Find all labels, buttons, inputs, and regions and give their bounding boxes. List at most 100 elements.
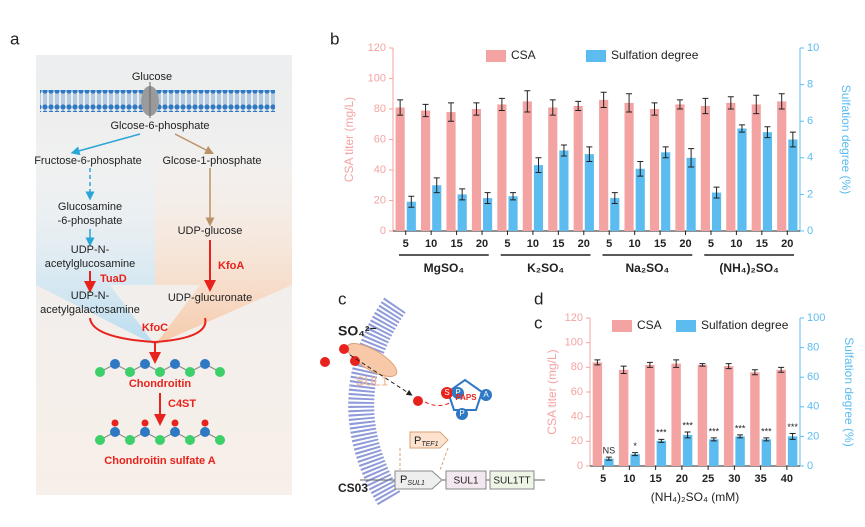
y2-tick-label: 100: [807, 312, 825, 324]
annotation: ***: [709, 426, 720, 436]
metabolite: Chondroitin: [129, 378, 192, 390]
terminator-label: SUL1TT: [493, 476, 530, 487]
bar: [700, 105, 710, 231]
terminator: [489, 470, 535, 490]
bar: [573, 105, 583, 231]
annotation: ***: [682, 420, 693, 430]
x-tick-label: 5: [504, 238, 510, 250]
y-tick-label: 60: [571, 386, 583, 398]
bar: [645, 364, 655, 466]
x-tick-label: 25: [702, 473, 714, 485]
panel-label: c: [534, 313, 543, 332]
error-bar: [600, 91, 607, 108]
error-bar: [763, 437, 770, 442]
gene-label: SUL1: [453, 476, 478, 487]
error-bar: [620, 365, 627, 374]
group-label: K₂SO₄: [527, 261, 564, 275]
y2-tick-label: 60: [807, 371, 819, 383]
bar: [787, 436, 798, 466]
enzyme: KfoC: [142, 322, 168, 334]
y-tick-label: 100: [565, 337, 583, 349]
panel-label: d: [534, 289, 543, 308]
legend-swatch: [676, 320, 696, 332]
metabolite: acetylgalactosamine: [40, 304, 140, 316]
bar: [661, 152, 671, 231]
bar: [610, 198, 620, 231]
ion: [350, 356, 360, 366]
error-bar: [611, 192, 618, 205]
error-bar: [713, 186, 720, 199]
bar: [686, 157, 696, 231]
x-tick-label: 10: [629, 238, 641, 250]
membrane: [348, 297, 406, 507]
error-bar: [699, 363, 706, 367]
error-bar: [646, 361, 653, 368]
error-bar: [524, 90, 531, 113]
y-axis-label: CSA titer (mg/L): [545, 349, 559, 434]
bar: [395, 107, 405, 231]
error-bar: [651, 102, 658, 116]
error-bar: [594, 359, 601, 366]
metabolite: Glcose-1-phosphate: [162, 155, 261, 167]
paps-part: A: [483, 390, 489, 399]
panel-label: b: [330, 29, 339, 48]
x-tick-label: 10: [527, 238, 539, 250]
error-bar: [605, 456, 612, 461]
bar: [548, 107, 558, 231]
y-tick-label: 80: [571, 361, 583, 373]
y2-tick-label: 10: [807, 42, 819, 54]
x-tick-label: 20: [679, 238, 691, 250]
x-tick-label: 35: [755, 473, 767, 485]
y-tick-label: 120: [565, 312, 583, 324]
bar: [446, 112, 456, 231]
flow-arrow: [155, 120, 292, 345]
error-bar: [789, 432, 796, 440]
error-bar: [684, 431, 691, 439]
promoter-label: PTEF1: [414, 435, 439, 448]
y-tick-label: 120: [368, 42, 386, 54]
bar: [762, 132, 773, 231]
x-tick-label: 5: [403, 238, 409, 250]
bar: [761, 439, 772, 466]
promoter-sub: TEF1: [421, 441, 438, 448]
bar: [682, 434, 693, 466]
error-bar: [778, 93, 785, 110]
metabolite: UDP-glucuronate: [168, 292, 252, 304]
bar: [508, 196, 518, 231]
error-bar: [673, 359, 680, 368]
annotation: NS: [603, 445, 616, 455]
bar: [723, 366, 734, 466]
y2-tick-label: 0: [807, 460, 813, 472]
bar: [457, 194, 467, 231]
group-label: (NH₄)₂SO₄: [719, 261, 779, 275]
enzyme: TuaD: [100, 273, 127, 285]
x-tick-label: 30: [728, 473, 740, 485]
enzyme: C4ST: [168, 398, 196, 410]
x-tick-label: 20: [578, 238, 590, 250]
legend-label: Sulfation degree: [701, 318, 789, 332]
x-tick-label: 10: [730, 238, 742, 250]
legend-swatch: [486, 50, 506, 62]
promoter: [409, 431, 449, 449]
bar: [592, 362, 603, 466]
promoter-label: P: [400, 474, 407, 486]
paps-part: S: [444, 388, 449, 397]
error-bar: [560, 144, 567, 157]
x-axis-label: (NH₄)₂SO₄ (mM): [651, 490, 739, 504]
strain-label: CS03: [338, 481, 368, 495]
panel-label: c: [338, 289, 347, 308]
metabolite: UDP-N-: [71, 244, 110, 256]
y-tick-label: 20: [374, 194, 386, 206]
error-bar: [510, 192, 517, 201]
group-label: MgSO₄: [424, 261, 465, 275]
error-bar: [778, 366, 785, 373]
metabolite: -6-phosphate: [58, 215, 123, 227]
bar: [737, 128, 747, 231]
ion: [339, 344, 349, 354]
x-tick-label: 15: [756, 238, 768, 250]
error-bar: [658, 438, 665, 443]
error-bar: [702, 97, 709, 115]
gene: [445, 470, 487, 490]
